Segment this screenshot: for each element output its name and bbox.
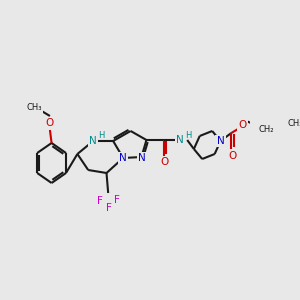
Text: O: O — [46, 118, 54, 128]
Text: F: F — [114, 195, 120, 205]
Text: H: H — [98, 131, 105, 140]
Text: CH₃: CH₃ — [288, 119, 300, 128]
Text: F: F — [106, 203, 112, 213]
Text: H: H — [185, 130, 191, 140]
Text: CH₃: CH₃ — [26, 103, 42, 112]
Text: CH₂: CH₂ — [259, 124, 274, 134]
Text: O: O — [238, 120, 246, 130]
Text: N: N — [217, 136, 224, 146]
Text: N: N — [138, 153, 146, 163]
Text: F: F — [97, 196, 103, 206]
Text: O: O — [160, 157, 169, 167]
Text: N: N — [119, 153, 127, 163]
Text: N: N — [176, 135, 184, 145]
Text: O: O — [228, 151, 236, 161]
Text: N: N — [89, 136, 97, 146]
